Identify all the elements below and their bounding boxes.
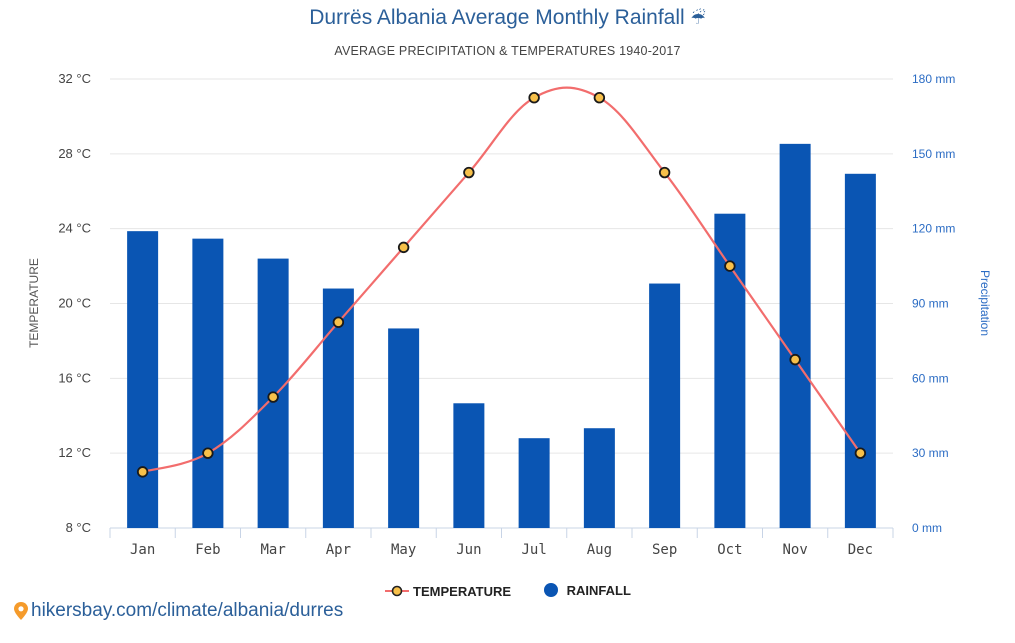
temperature-point	[593, 92, 606, 104]
rainfall-bar	[192, 238, 224, 528]
rainfall-bar	[518, 438, 550, 528]
legend-item-rainfall[interactable]: RAINFALL	[543, 582, 631, 598]
rainfall-bar	[388, 328, 420, 528]
temperature-point	[724, 260, 736, 272]
rainfall-bar	[322, 288, 354, 528]
legend-rainfall-marker	[543, 583, 558, 597]
x-tick-label: Apr	[326, 542, 351, 558]
right-tick-label: 180 mm	[912, 72, 955, 86]
left-tick-label: 8 °C	[66, 520, 91, 535]
rainfall-bar	[844, 173, 876, 529]
right-tick-label: 150 mm	[912, 147, 955, 161]
rainfall-bar	[649, 283, 681, 528]
chart-subtitle: AVERAGE PRECIPITATION & TEMPERATURES 194…	[334, 44, 681, 58]
left-tick-label: 16 °C	[58, 370, 91, 385]
left-tick-label: 20 °C	[58, 296, 91, 311]
right-tick-label: 120 mm	[912, 222, 955, 236]
x-tick-label: Jul	[521, 542, 546, 558]
temperature-point	[267, 391, 279, 403]
x-tick-label: Sep	[652, 542, 677, 558]
temperature-point	[854, 447, 867, 459]
rainfall-bar	[779, 143, 811, 528]
right-tick-label: 30 mm	[912, 446, 949, 460]
source-link-text: hikersbay.com/climate/albania/durres	[31, 600, 344, 621]
temperature-point	[397, 241, 410, 254]
x-tick-label: Nov	[782, 542, 807, 558]
x-tick-label: Oct	[717, 542, 742, 558]
legend-item-temperature[interactable]: TEMPERATURE	[384, 584, 511, 599]
legend-temperature-marker	[385, 585, 410, 597]
umbrella-icon: ☔	[690, 9, 706, 28]
right-tick-label: 0 mm	[912, 521, 942, 535]
left-tick-label: 32 °C	[58, 71, 91, 86]
temperature-point	[463, 166, 475, 179]
left-tick-label: 24 °C	[58, 221, 91, 236]
x-tick-label: Dec	[848, 542, 873, 558]
temperature-point	[202, 447, 214, 459]
temperature-point	[332, 316, 345, 328]
x-tick-label: Feb	[195, 542, 220, 558]
right-axis-label: Precipitation	[978, 269, 992, 337]
x-tick-label: Jan	[130, 542, 155, 558]
left-tick-label: 12 °C	[58, 445, 91, 460]
source-link[interactable]: hikersbay.com/climate/albania/durres	[14, 600, 343, 622]
temperature-point	[789, 353, 801, 366]
x-tick-label: May	[391, 542, 416, 558]
rainfall-bar	[583, 428, 615, 528]
left-axis-label: TEMPERATURE	[27, 258, 41, 348]
right-tick-label: 90 mm	[912, 297, 949, 311]
x-tick-label: Jun	[456, 542, 481, 558]
rainfall-bar	[453, 403, 485, 528]
location-pin-icon	[14, 602, 28, 620]
left-tick-label: 28 °C	[58, 146, 91, 161]
chart-title: Durrës Albania Average Monthly Rainfall …	[0, 6, 1015, 30]
legend-temperature-label: TEMPERATURE	[413, 583, 512, 599]
rainfall-bar	[127, 231, 159, 528]
temperature-point	[658, 166, 671, 179]
legend: TEMPERATURE RAINFALL	[0, 582, 1015, 601]
temperature-line	[142, 86, 862, 473]
temperature-point	[528, 92, 540, 104]
temperature-point	[136, 466, 149, 478]
chart-title-text: Durrës Albania Average Monthly Rainfall	[309, 6, 685, 29]
x-tick-label: Mar	[260, 542, 285, 558]
legend-rainfall-label: RAINFALL	[566, 582, 631, 598]
x-tick-label: Aug	[587, 542, 612, 558]
right-tick-label: 60 mm	[912, 371, 949, 385]
